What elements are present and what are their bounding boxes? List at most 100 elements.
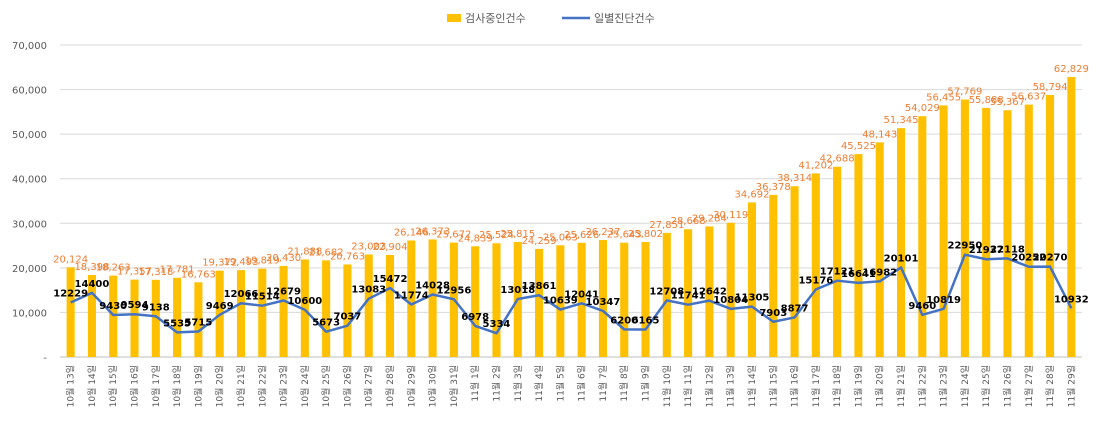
line-data-label: 20270 [1033, 253, 1068, 264]
legend-label-line: 일별진단건수 [594, 11, 655, 25]
x-tick-label: 11월 8일 [618, 365, 630, 402]
x-tick-label: 11월 26일 [1001, 365, 1013, 407]
bar-data-label: 24,839 [458, 233, 493, 244]
x-tick-label: 10월 16일 [129, 365, 141, 407]
line-data-label: 10347 [586, 297, 621, 308]
line-series [70, 253, 1073, 335]
bar [833, 166, 842, 357]
x-tick-label: 10월 28일 [384, 365, 396, 407]
line-data-label: 12956 [436, 285, 471, 296]
x-tick-label: 11월 7일 [597, 365, 609, 402]
legend-swatch-bar [447, 14, 461, 22]
bar-data-label: 30,119 [713, 210, 748, 221]
gridlines [60, 44, 1082, 358]
bar-data-label: 48,143 [862, 129, 897, 140]
bar [1024, 104, 1033, 358]
line-data-label: 21937 [969, 245, 1004, 256]
x-tick-label: 11월 23일 [938, 365, 950, 407]
line-data-label: 7037 [334, 312, 362, 323]
bar-data-label: 56,455 [926, 92, 961, 103]
bar [747, 202, 757, 357]
x-tick-label: 10월 17일 [150, 365, 162, 407]
bar [300, 259, 309, 357]
x-tick-label: 11월 14일 [746, 365, 758, 407]
bar [87, 274, 96, 357]
bar-data-label: 42,688 [820, 154, 855, 165]
bar-data-label: 55,888 [969, 95, 1004, 106]
line-data-label: 5334 [483, 319, 511, 330]
line-data-label: 11305 [735, 293, 770, 304]
bar [130, 279, 139, 357]
line-data-label: 20101 [884, 253, 919, 264]
bar-data-label: 25,524 [479, 230, 514, 241]
line-data-label: 12642 [692, 287, 727, 298]
x-tick-label: 11월 10일 [661, 365, 673, 407]
bar-data-label: 18,263 [96, 263, 131, 274]
line-data-label: 10932 [1054, 294, 1089, 305]
line-data-label: 10639 [543, 296, 578, 307]
x-tick-label: 11월 1일 [469, 365, 481, 402]
bar-data-label: 25,643 [607, 230, 642, 241]
bar [982, 107, 991, 357]
x-tick-label: 10월 15일 [107, 365, 119, 407]
bar-data-label: 17,318 [138, 267, 173, 278]
bar [598, 240, 607, 357]
bar [1046, 94, 1055, 357]
x-tick-label: 11월 2일 [490, 365, 502, 402]
bar-data-label: 22,904 [373, 242, 408, 253]
line-data-label: 11514 [245, 292, 280, 303]
bar [236, 270, 246, 357]
bar-data-label: 38,314 [777, 173, 812, 184]
line-data-label: 5715 [184, 318, 212, 329]
line-data-label: 15472 [373, 274, 408, 285]
bar [705, 226, 714, 357]
line-data-label: 17121 [820, 267, 855, 278]
bar-data-label: 24,259 [522, 236, 557, 247]
x-tick-label: 10월 14일 [86, 365, 98, 407]
bar-data-label: 26,146 [394, 227, 429, 238]
bar-data-label: 21,682 [309, 247, 344, 258]
line-data-label: 12066 [224, 289, 259, 300]
x-tick-label: 11월 12일 [703, 365, 715, 407]
bar-data-label: 20,124 [53, 254, 88, 265]
x-tick-label: 10월 22일 [256, 365, 268, 407]
bar [641, 241, 650, 357]
x-tick-label: 10월 31일 [448, 365, 460, 407]
legend-label-bar: 검사중인건수 [465, 12, 526, 25]
legend: 검사중인건수 일별진단건수 [447, 11, 655, 25]
bar-data-label: 16,763 [181, 269, 216, 280]
x-tick-label: 10월 13일 [65, 365, 77, 407]
x-tick-label: 10월 30일 [427, 365, 439, 407]
bar-data-label: 26,237 [585, 227, 620, 238]
bar [492, 243, 501, 357]
line-data-label: 13083 [351, 285, 386, 296]
bar-data-label: 56,637 [1011, 92, 1046, 103]
y-tick-label: 50,000 [12, 130, 47, 141]
line-data-label: 12041 [564, 289, 599, 300]
bar-data-label: 19,493 [223, 257, 258, 268]
line-data-label: 12679 [266, 286, 301, 297]
line-data-label: 14028 [415, 280, 450, 291]
x-tick-label: 11월 21일 [895, 365, 907, 407]
bar-data-label: 25,815 [500, 229, 535, 240]
line-data-label: 16641 [841, 269, 876, 280]
bar-data-label: 58,794 [1033, 82, 1068, 93]
bar [109, 275, 118, 357]
line-data-label: 22950 [947, 241, 982, 252]
x-tick-label: 10월 29일 [405, 365, 417, 407]
x-tick-label: 11월 17일 [810, 365, 822, 407]
bar [556, 245, 565, 357]
x-tick-label: 11월 16일 [789, 365, 801, 407]
line-data-label: 13861 [522, 281, 557, 292]
bar [960, 99, 969, 357]
line-data-label: 6200 [610, 315, 638, 326]
line-data-label: 9594 [121, 300, 149, 311]
bar [620, 242, 629, 357]
bar-data-label: 23,003 [351, 241, 386, 252]
bar [577, 242, 586, 357]
x-tick-label: 11월 15일 [767, 365, 779, 407]
bar-data-label: 27,851 [649, 220, 684, 231]
line-data-label: 11741 [671, 291, 706, 302]
x-tick-label: 11월 19일 [852, 365, 864, 407]
